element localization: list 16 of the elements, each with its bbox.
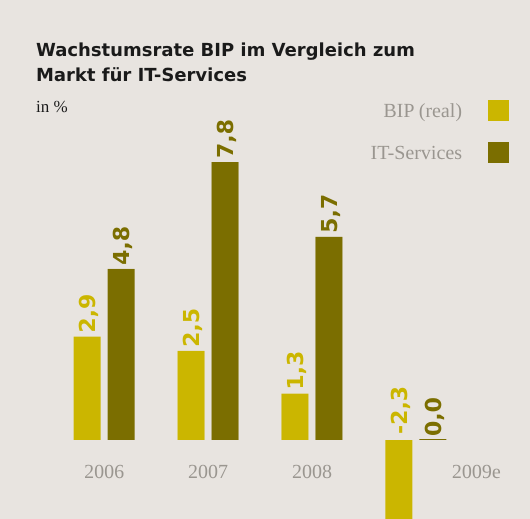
chart-title: Wachstumsrate BIP im Vergleich zum Markt für IT-Services (36, 40, 415, 86)
data-label: 7,8 (214, 119, 240, 158)
x-tick-label: 2007 (188, 461, 228, 483)
legend-label: IT-Services (370, 142, 462, 164)
data-label: 2,9 (76, 294, 102, 333)
data-label: -2,3 (388, 386, 413, 434)
data-label: 0,0 (422, 397, 447, 436)
data-label: 2,5 (180, 308, 206, 347)
x-tick-label: 2008 (292, 461, 332, 483)
data-label: 4,8 (110, 226, 136, 265)
data-label: 1,3 (284, 350, 309, 390)
x-tick-label: 2009e (452, 461, 501, 483)
x-tick-label: 2006 (84, 461, 124, 483)
chart-subtitle: in % (36, 97, 68, 116)
legend-label: BIP (real) (383, 100, 462, 122)
data-label: 5,7 (318, 194, 343, 233)
